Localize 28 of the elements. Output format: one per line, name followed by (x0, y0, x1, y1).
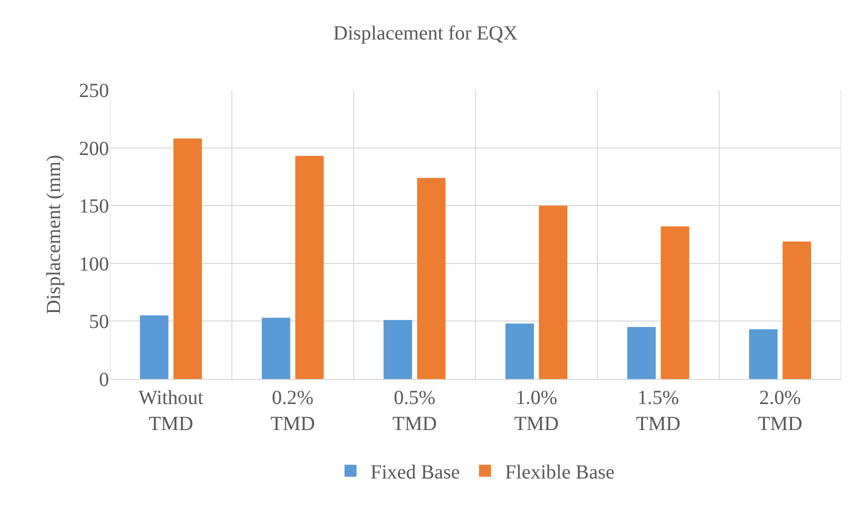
bar (505, 324, 534, 379)
bar (782, 241, 812, 379)
y-tick-label: 0 (99, 369, 109, 391)
bar (627, 326, 656, 379)
y-tick-label: 50 (89, 311, 109, 334)
legend-label: Fixed Base (370, 462, 460, 484)
legend-label: Flexible Base (505, 462, 615, 484)
bar (384, 320, 412, 379)
bar (749, 329, 778, 379)
bar (295, 156, 324, 379)
y-tick-label: 200 (79, 138, 109, 160)
x-tick-label: 0.2% TMD (270, 387, 315, 435)
x-tick-label: 2.0% TMD (758, 387, 802, 435)
y-tick-label: 100 (79, 253, 109, 276)
bar (262, 318, 290, 379)
bar (538, 206, 568, 379)
bar (173, 138, 202, 379)
chart-title: Displacement for EQX (333, 22, 518, 44)
bar (417, 178, 446, 379)
x-tick-label: 0.5% TMD (392, 387, 437, 435)
x-tick-label: 1.5% TMD (636, 387, 680, 435)
x-tick-label: 1.0% TMD (514, 387, 559, 435)
y-tick-label: 250 (79, 80, 109, 102)
y-axis-title: Displacement (mm) (43, 154, 65, 314)
bar (140, 315, 168, 379)
x-tick-label: Without TMD (138, 387, 204, 435)
y-tick-label: 150 (79, 196, 109, 218)
bar (660, 226, 690, 379)
